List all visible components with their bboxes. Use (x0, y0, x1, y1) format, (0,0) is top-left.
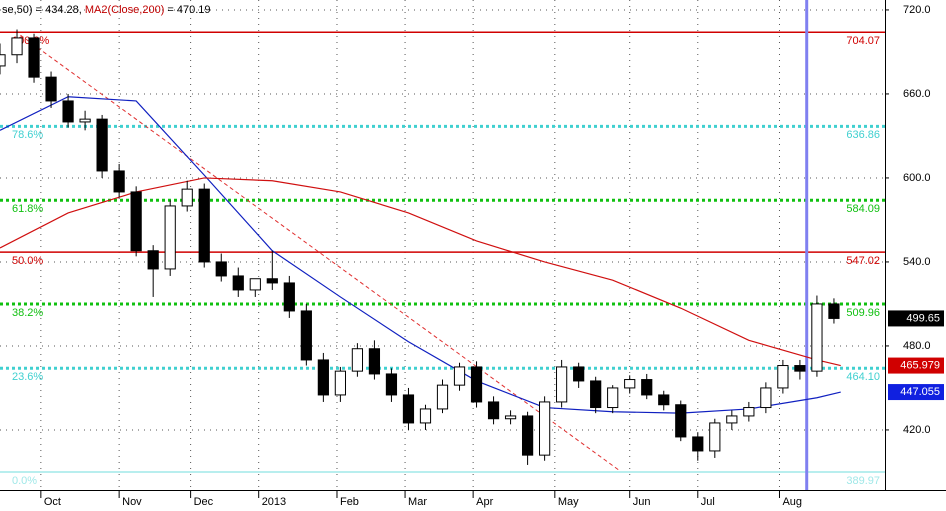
candle-body (504, 415, 517, 420)
y-tick-label: 480.0 (903, 340, 931, 352)
legend-item: MA2(Close,200) (85, 4, 164, 16)
candle-body (147, 250, 159, 270)
candle-body (675, 404, 687, 438)
candle-body (198, 188, 210, 263)
x-tick-label: Oct (44, 496, 61, 508)
fib-value-label: 547.02 (846, 255, 880, 267)
x-tick-label: May (558, 496, 579, 508)
price-tag-box (888, 384, 944, 401)
candle-body (556, 366, 568, 403)
x-tick-label: Nov (122, 496, 142, 508)
fib-value-label: 464.10 (846, 371, 880, 383)
fib-label: 0.0% (12, 475, 37, 487)
candle-body (709, 422, 721, 452)
candle-body (590, 380, 602, 409)
fib-value-label: 509.96 (846, 307, 880, 319)
fib-label: 23.6% (12, 371, 43, 383)
candle-body (62, 100, 74, 123)
price-tag-label: 447.055 (900, 386, 940, 398)
candle-body (28, 37, 40, 78)
candle-body (607, 387, 619, 409)
candle-body (402, 394, 415, 424)
candle-body (249, 278, 261, 291)
candle-body (624, 379, 636, 389)
price-tag-box (888, 357, 944, 374)
candle-body (777, 365, 789, 389)
candle-body (726, 415, 738, 424)
x-tick-label: Mar (408, 496, 427, 508)
fib-label: 38.2% (12, 307, 43, 319)
y-tick-label: 540.0 (903, 256, 931, 268)
candle-body (368, 348, 381, 375)
candle-body (130, 191, 142, 252)
candle-body (453, 366, 466, 386)
candle-body (692, 436, 704, 452)
price-tag-label: 499.65 (906, 312, 940, 324)
x-tick-label: Aug (782, 496, 802, 508)
candle-body (113, 170, 125, 193)
candle-body (96, 118, 108, 172)
candle-body (11, 37, 23, 56)
x-tick-label: Dec (194, 496, 214, 508)
candle-body (317, 359, 329, 396)
candle-body (181, 188, 193, 207)
candle-body (811, 303, 823, 372)
candle-body (419, 408, 432, 424)
legend-item: se,50) = 434.28, (2, 4, 82, 16)
candle-body (743, 407, 755, 417)
y-tick-label: 420.0 (903, 424, 931, 436)
y-tick-label: 600.0 (903, 172, 931, 184)
candle-body (215, 261, 227, 277)
candle-body (266, 278, 278, 284)
candle-body (0, 54, 6, 67)
fib-value-label: 704.07 (846, 35, 880, 47)
candle-body (300, 310, 312, 361)
candle-body (794, 365, 806, 372)
candle-body (641, 379, 653, 396)
price-tag-label: 465.979 (900, 359, 940, 371)
x-tick-label: Feb (340, 496, 359, 508)
candle-body (521, 415, 534, 456)
x-tick-label: Jun (633, 496, 651, 508)
candle-body (470, 366, 483, 403)
fib-value-label: 389.97 (846, 475, 880, 487)
fib-value-label: 636.86 (846, 129, 880, 141)
ma-line (0, 96, 841, 414)
fib-label: 50.0% (12, 255, 43, 267)
candle-body (351, 348, 364, 372)
candle-body (283, 282, 295, 312)
legend-header: se,50) = 434.28, MA2(Close,200) = 470.19 (2, 4, 211, 16)
y-tick-label: 720.0 (903, 4, 931, 16)
ma-line (0, 177, 841, 367)
candle-body (487, 401, 500, 420)
fib-label: 78.6% (12, 129, 43, 141)
candle-body (573, 366, 585, 382)
candle-body (539, 401, 551, 456)
y-tick-label: 660.0 (903, 88, 931, 100)
price-tag-box (888, 310, 944, 327)
legend-item: = 470.19 (167, 4, 210, 16)
candle-body (760, 387, 772, 409)
candle-body (828, 303, 840, 319)
candle-body (436, 384, 449, 410)
fib-value-label: 584.09 (846, 203, 880, 215)
candle-body (385, 373, 398, 396)
fib-label: 61.8% (12, 203, 43, 215)
candle-body (232, 275, 244, 291)
candle-body (164, 205, 176, 270)
x-tick-label: Apr (476, 496, 493, 508)
candle-body (45, 76, 57, 102)
candle-body (79, 118, 91, 123)
x-tick-label: 2013 (262, 496, 286, 508)
candle-body (334, 370, 346, 396)
x-tick-label: Jul (701, 496, 715, 508)
candle-body (658, 394, 670, 406)
